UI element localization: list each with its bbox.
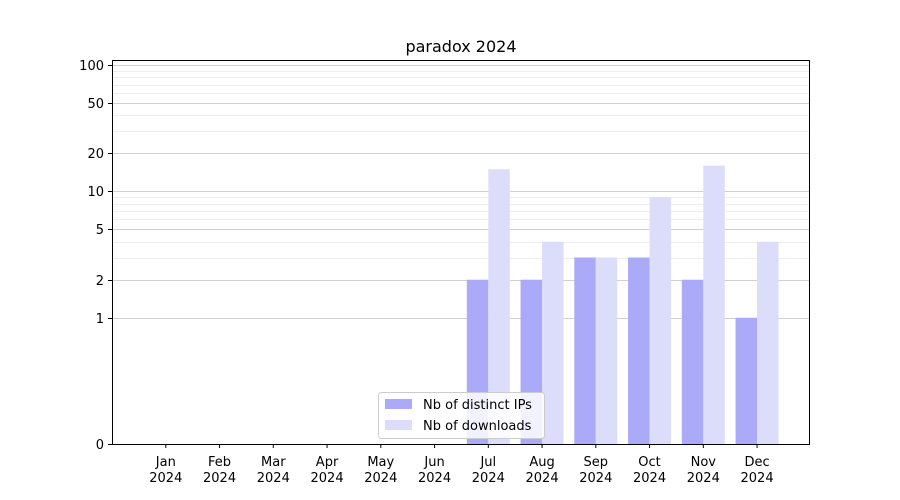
y-tick-label: 100 bbox=[79, 59, 104, 74]
x-tick-label-year: 2024 bbox=[633, 471, 666, 486]
bar-distinct-ips bbox=[628, 257, 650, 444]
x-tick-label-year: 2024 bbox=[311, 471, 344, 486]
plot-frame bbox=[112, 60, 810, 445]
legend: Nb of distinct IPs Nb of downloads bbox=[378, 392, 545, 439]
legend-swatch bbox=[385, 399, 412, 409]
legend-swatch bbox=[385, 420, 412, 430]
y-tick-label: 5 bbox=[96, 223, 104, 238]
x-tick-label-year: 2024 bbox=[687, 471, 720, 486]
bar-downloads bbox=[488, 169, 510, 444]
x-tick-label-year: 2024 bbox=[579, 471, 612, 486]
x-tick-label-year: 2024 bbox=[364, 471, 397, 486]
y-tick-label: 0 bbox=[96, 438, 104, 453]
x-tick-label-year: 2024 bbox=[526, 471, 559, 486]
x-tick-label-month: Feb bbox=[208, 455, 231, 470]
x-axis: Jan2024Feb2024Mar2024Apr2024May2024Jun20… bbox=[149, 444, 774, 486]
x-tick-label-month: Jul bbox=[479, 455, 496, 470]
y-tick-label: 1 bbox=[96, 312, 104, 327]
legend-label: Nb of distinct IPs bbox=[423, 398, 532, 413]
x-tick-label-year: 2024 bbox=[149, 471, 182, 486]
y-tick-label: 50 bbox=[87, 97, 104, 112]
x-tick-label-month: Jan bbox=[155, 455, 176, 470]
x-tick-label-month: Aug bbox=[529, 455, 554, 470]
bar-distinct-ips bbox=[735, 317, 758, 444]
legend-label: Nb of downloads bbox=[423, 419, 532, 434]
x-tick-label-year: 2024 bbox=[741, 471, 774, 486]
x-tick-label-month: Apr bbox=[316, 455, 339, 470]
y-tick-label: 10 bbox=[87, 185, 104, 200]
x-tick-label-year: 2024 bbox=[203, 471, 236, 486]
bar-downloads bbox=[757, 241, 779, 444]
y-axis: 0 1 2 5 10 20 50 100 bbox=[79, 59, 112, 453]
x-tick-label-month: Jun bbox=[423, 455, 444, 470]
bars-layer bbox=[466, 165, 779, 444]
x-tick-label-month: Oct bbox=[638, 455, 660, 470]
chart-title: paradox 2024 bbox=[405, 37, 516, 56]
bar-downloads bbox=[542, 241, 564, 444]
y-tick-label: 2 bbox=[96, 274, 104, 289]
x-tick-label-year: 2024 bbox=[472, 471, 505, 486]
bar-distinct-ips bbox=[681, 279, 704, 444]
bar-distinct-ips bbox=[574, 257, 596, 444]
y-tick-label: 20 bbox=[87, 147, 104, 162]
x-tick-label-year: 2024 bbox=[418, 471, 451, 486]
x-tick-label-month: Dec bbox=[744, 455, 769, 470]
x-tick-label-month: Sep bbox=[584, 455, 609, 470]
x-tick-label-month: May bbox=[367, 455, 394, 470]
x-tick-label-year: 2024 bbox=[257, 471, 290, 486]
bar-downloads bbox=[649, 197, 672, 444]
legend-box bbox=[378, 392, 545, 439]
x-tick-label-month: Mar bbox=[261, 455, 286, 470]
bar-downloads bbox=[703, 165, 725, 444]
bar-downloads bbox=[595, 257, 618, 444]
x-tick-label-month: Nov bbox=[691, 455, 717, 470]
